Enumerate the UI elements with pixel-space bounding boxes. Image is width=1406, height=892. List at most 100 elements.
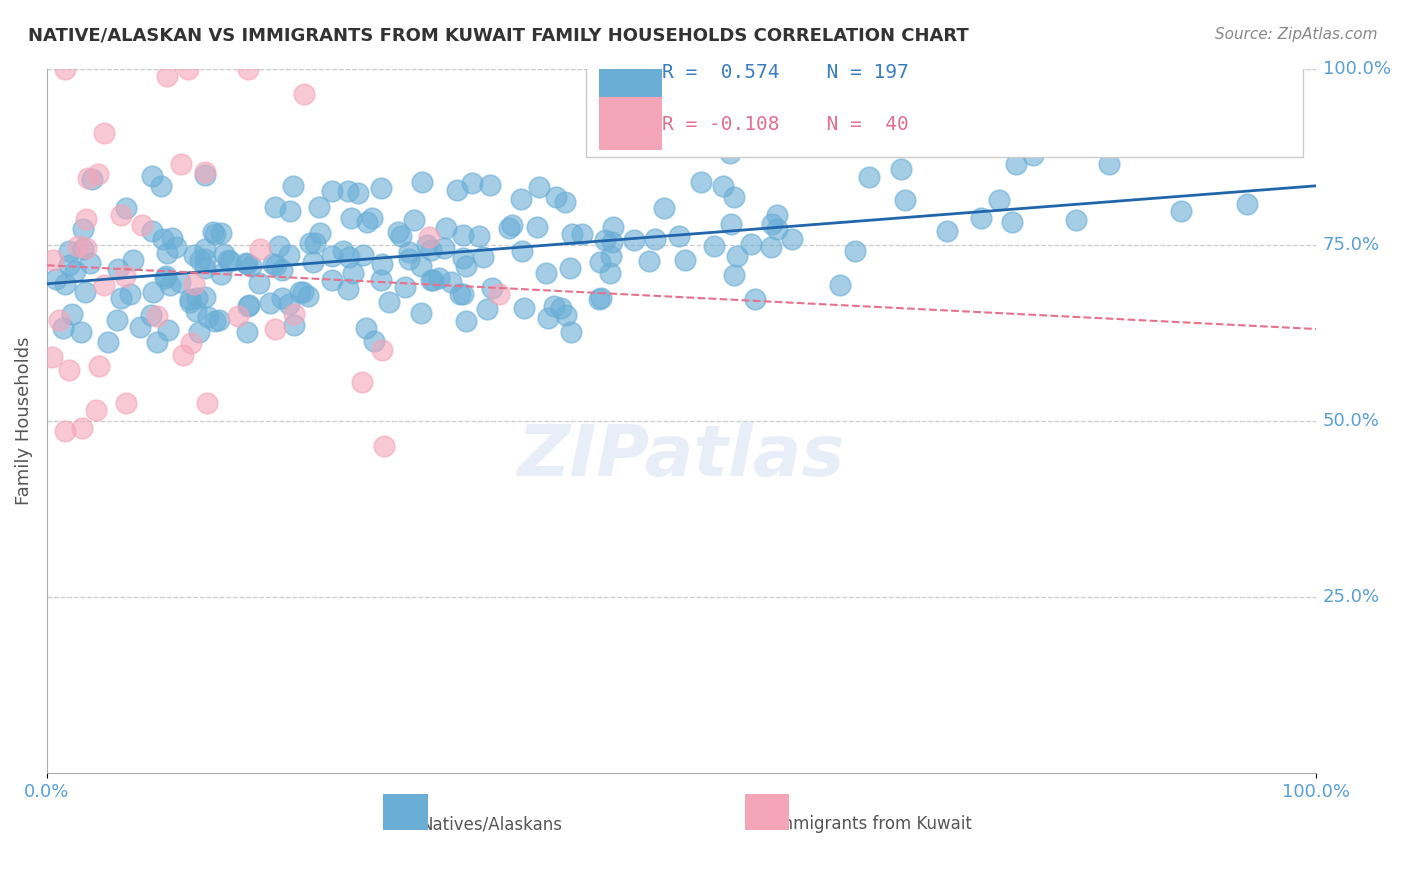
- Point: [600, 249, 623, 263]
- Point: [602, 219, 624, 234]
- Point: [449, 286, 471, 301]
- Text: 25.0%: 25.0%: [1323, 588, 1381, 606]
- Point: [146, 309, 169, 323]
- Point: [571, 227, 593, 241]
- Point: [184, 303, 207, 318]
- Point: [1236, 197, 1258, 211]
- FancyBboxPatch shape: [599, 97, 662, 150]
- Point: [373, 439, 395, 453]
- Point: [478, 178, 501, 193]
- Point: [160, 231, 183, 245]
- Point: [308, 200, 330, 214]
- Point: [128, 319, 150, 334]
- Point: [371, 343, 394, 358]
- Point: [894, 194, 917, 208]
- Point: [194, 168, 217, 182]
- Point: [389, 228, 412, 243]
- Point: [194, 290, 217, 304]
- Point: [75, 241, 97, 255]
- Point: [398, 252, 420, 266]
- Point: [527, 180, 550, 194]
- Point: [970, 211, 993, 226]
- Point: [283, 307, 305, 321]
- Point: [595, 233, 617, 247]
- Point: [377, 294, 399, 309]
- Point: [270, 291, 292, 305]
- Point: [332, 244, 354, 259]
- Point: [53, 62, 76, 76]
- Point: [107, 262, 129, 277]
- Point: [204, 313, 226, 327]
- Point: [342, 266, 364, 280]
- Point: [723, 268, 745, 282]
- Point: [72, 242, 94, 256]
- Point: [352, 248, 374, 262]
- FancyBboxPatch shape: [745, 795, 789, 830]
- Point: [264, 258, 287, 272]
- Point: [858, 169, 880, 184]
- Point: [159, 277, 181, 292]
- Point: [347, 186, 370, 200]
- Point: [131, 218, 153, 232]
- Point: [766, 208, 789, 222]
- Point: [550, 301, 572, 315]
- FancyBboxPatch shape: [599, 51, 662, 103]
- Point: [321, 249, 343, 263]
- Point: [409, 260, 432, 274]
- Point: [214, 246, 236, 260]
- Point: [264, 200, 287, 214]
- Point: [290, 285, 312, 299]
- Point: [195, 396, 218, 410]
- Point: [53, 424, 76, 438]
- Point: [427, 270, 450, 285]
- Point: [65, 263, 87, 277]
- Point: [534, 266, 557, 280]
- Text: Source: ZipAtlas.com: Source: ZipAtlas.com: [1215, 27, 1378, 42]
- Point: [488, 287, 510, 301]
- Point: [387, 225, 409, 239]
- Point: [141, 308, 163, 322]
- Point: [509, 192, 531, 206]
- Point: [86, 403, 108, 417]
- Point: [644, 232, 666, 246]
- Point: [1098, 157, 1121, 171]
- Point: [235, 256, 257, 270]
- Point: [122, 252, 145, 267]
- Point: [460, 177, 482, 191]
- Point: [418, 229, 440, 244]
- Point: [354, 321, 377, 335]
- Point: [780, 231, 803, 245]
- Point: [416, 238, 439, 252]
- Point: [591, 291, 613, 305]
- Point: [48, 313, 70, 327]
- Point: [544, 190, 567, 204]
- Point: [766, 222, 789, 236]
- Point: [141, 169, 163, 183]
- Text: ZIPatlas: ZIPatlas: [517, 422, 845, 491]
- Point: [226, 309, 249, 323]
- Point: [652, 201, 675, 215]
- Point: [1064, 212, 1087, 227]
- Point: [180, 335, 202, 350]
- Point: [299, 236, 322, 251]
- Point: [236, 62, 259, 76]
- Point: [188, 326, 211, 340]
- Point: [80, 171, 103, 186]
- Point: [97, 335, 120, 350]
- Point: [555, 308, 578, 322]
- Point: [481, 281, 503, 295]
- Point: [114, 268, 136, 283]
- Point: [844, 244, 866, 259]
- FancyBboxPatch shape: [384, 795, 427, 830]
- Point: [668, 228, 690, 243]
- Point: [179, 293, 201, 307]
- Point: [247, 276, 270, 290]
- Point: [58, 244, 80, 258]
- Point: [236, 257, 259, 271]
- Point: [988, 193, 1011, 207]
- Point: [60, 307, 83, 321]
- Point: [283, 318, 305, 332]
- Point: [105, 313, 128, 327]
- Point: [249, 242, 271, 256]
- Text: 50.0%: 50.0%: [1323, 412, 1379, 430]
